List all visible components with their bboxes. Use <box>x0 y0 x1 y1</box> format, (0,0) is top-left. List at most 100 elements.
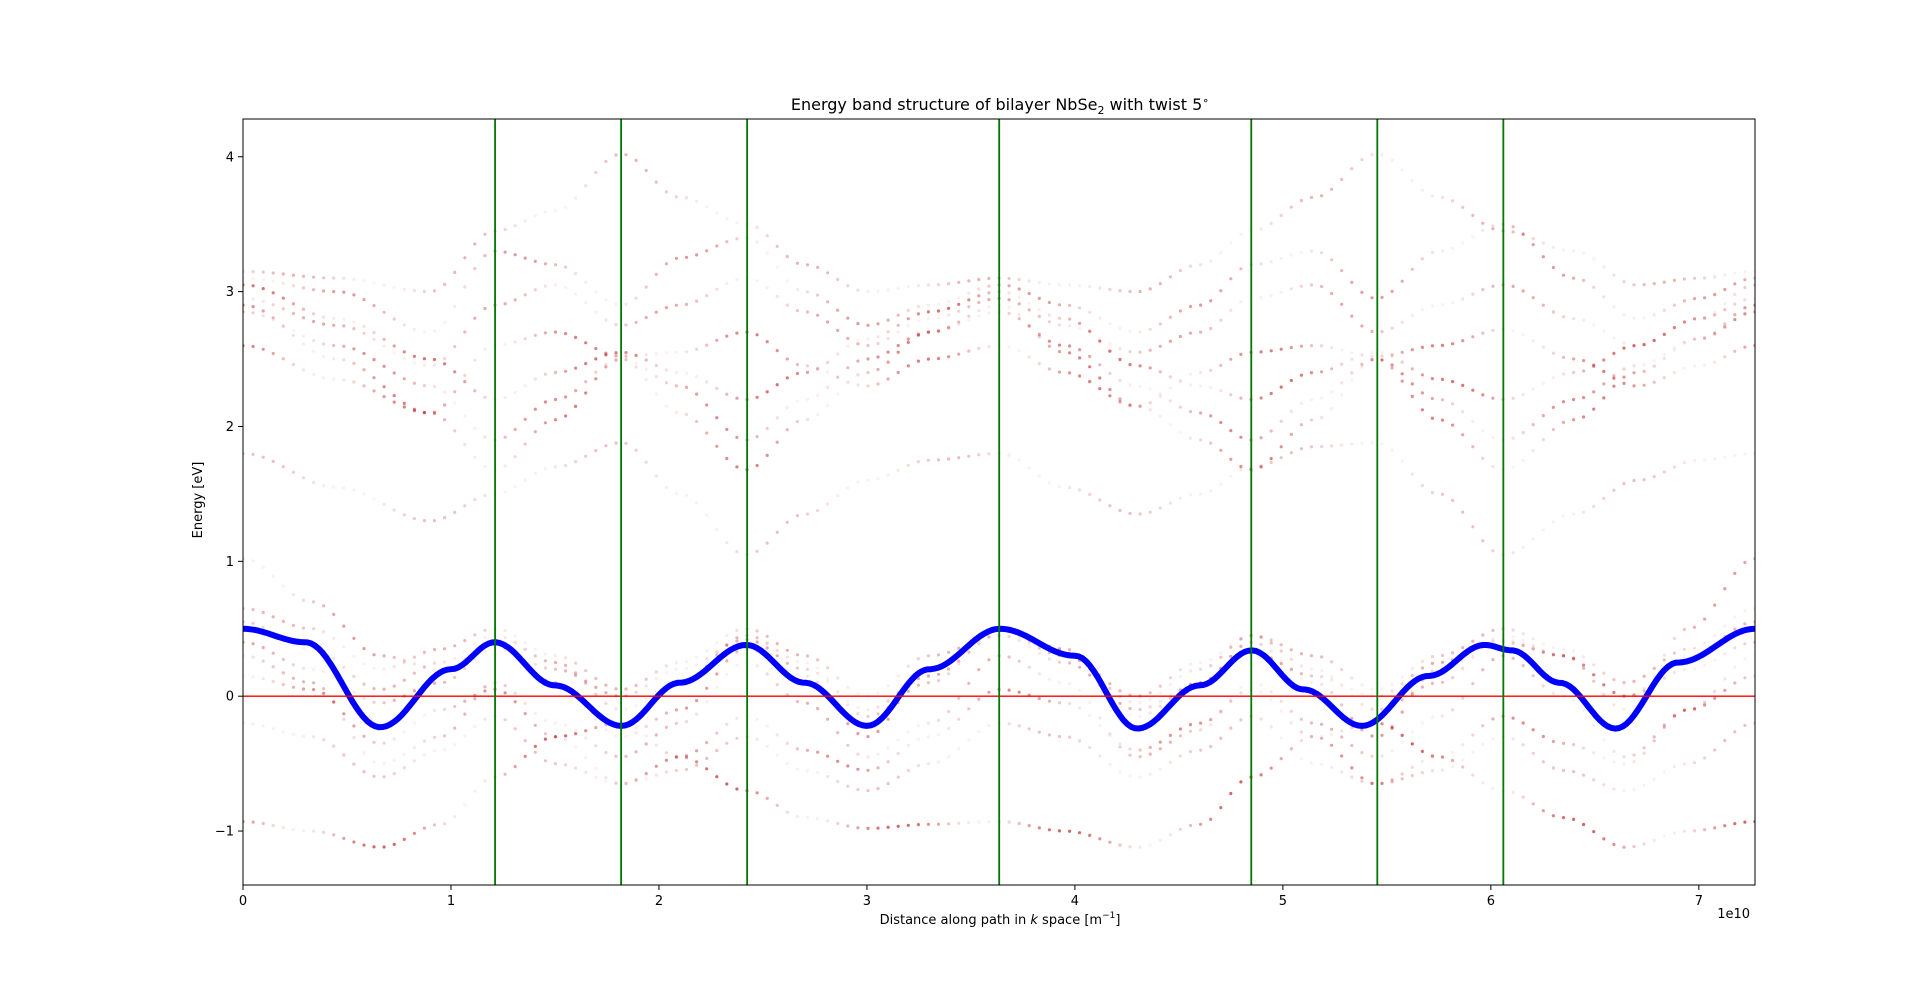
band-point <box>1400 777 1404 781</box>
band-point <box>957 280 961 284</box>
band-point <box>765 724 769 728</box>
band-point <box>332 656 336 661</box>
band-point <box>362 368 366 372</box>
band-point <box>412 354 416 358</box>
band-point <box>1078 306 1082 310</box>
band-point <box>805 370 810 374</box>
band-point <box>1541 650 1545 654</box>
band-point <box>735 787 739 791</box>
band-point <box>1461 383 1465 387</box>
band-point <box>1178 334 1182 339</box>
band-point <box>664 770 669 774</box>
band-point <box>1017 690 1021 694</box>
band-point <box>1582 708 1586 712</box>
band-point <box>805 654 810 658</box>
band-point <box>684 660 689 664</box>
band-point <box>271 727 275 731</box>
band-point <box>312 480 316 484</box>
band-point <box>1451 765 1455 769</box>
band-point <box>1229 241 1233 245</box>
conduction-band-8 <box>243 327 1755 415</box>
band-point <box>705 343 709 347</box>
band-point <box>795 371 800 376</box>
band-point <box>291 329 295 333</box>
band-point <box>1027 279 1031 283</box>
band-point <box>1541 255 1545 259</box>
band-point <box>977 642 981 646</box>
band-point <box>574 366 578 370</box>
band-point <box>1662 653 1666 657</box>
band-point <box>846 380 850 384</box>
band-point <box>1168 501 1172 505</box>
band-point <box>1642 283 1646 287</box>
band-point <box>1188 750 1193 754</box>
band-point <box>1178 405 1182 409</box>
band-point <box>312 349 316 353</box>
band-point <box>291 470 295 474</box>
band-point <box>775 295 779 299</box>
band-point <box>866 343 870 348</box>
band-point <box>1360 290 1364 294</box>
band-point <box>1299 284 1303 288</box>
band-point <box>926 283 931 287</box>
band-point <box>1420 408 1424 412</box>
band-point <box>654 392 658 396</box>
band-point <box>533 647 537 651</box>
band-point <box>584 736 588 740</box>
band-point <box>362 279 366 283</box>
band-point <box>1269 690 1273 694</box>
band-point <box>1612 690 1616 695</box>
band-point <box>1309 344 1314 348</box>
band-point <box>553 735 558 739</box>
band-point <box>1723 624 1727 628</box>
band-point <box>1330 691 1334 695</box>
band-point <box>1239 718 1243 722</box>
band-point <box>1239 685 1243 690</box>
band-point <box>755 279 759 283</box>
band-point <box>1561 654 1566 658</box>
band-point <box>1158 684 1162 688</box>
band-point <box>916 823 921 827</box>
band-point <box>735 221 739 225</box>
band-point <box>866 370 870 375</box>
band-point <box>1007 820 1011 824</box>
band-point <box>1269 725 1273 729</box>
band-point <box>271 665 275 669</box>
band-point <box>906 323 910 328</box>
band-point <box>1289 378 1293 383</box>
band-point <box>332 612 336 617</box>
band-point <box>1017 821 1021 826</box>
band-point <box>291 685 295 689</box>
band-point <box>1219 806 1223 810</box>
band-point <box>866 384 870 388</box>
band-point <box>1430 769 1434 773</box>
band-point <box>1642 363 1646 367</box>
band-point <box>856 826 860 830</box>
band-point <box>1027 642 1031 646</box>
band-point <box>1380 687 1384 691</box>
band-point <box>412 831 416 836</box>
band-point <box>1309 283 1314 287</box>
band-point <box>785 376 789 380</box>
band-point <box>342 712 346 716</box>
band-point <box>755 640 759 644</box>
band-point <box>1057 323 1062 327</box>
band-point <box>1340 177 1344 182</box>
band-point <box>1219 318 1223 322</box>
band-point <box>342 358 346 362</box>
band-point <box>604 351 608 355</box>
band-point <box>382 654 386 658</box>
band-point <box>301 829 306 833</box>
band-point <box>322 687 326 691</box>
band-point <box>543 467 548 471</box>
band-point <box>775 265 779 269</box>
band-point <box>1138 748 1142 752</box>
band-point <box>1662 356 1666 361</box>
band-point <box>866 708 870 712</box>
band-point <box>1662 332 1666 336</box>
band-point <box>1420 188 1424 192</box>
band-point <box>301 687 306 691</box>
band-point <box>1279 419 1283 423</box>
band-point <box>1007 655 1011 659</box>
band-point <box>987 284 991 288</box>
